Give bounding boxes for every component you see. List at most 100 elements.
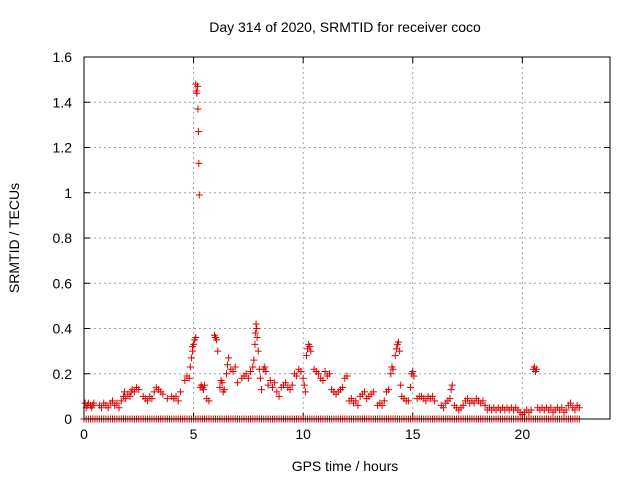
data-point [130,388,138,396]
data-point [378,401,386,409]
data-point [254,347,262,355]
data-point [126,392,134,400]
data-point [187,354,195,362]
data-point [354,401,362,409]
data-point [194,82,202,90]
data-point [181,377,189,385]
data-point [258,386,266,394]
data-point [407,383,415,391]
data-point [347,395,355,403]
data-point [410,372,418,380]
data-point [148,395,156,403]
data-point [321,367,329,375]
data-point [306,343,314,351]
data-point [339,383,347,391]
plot-frame [83,56,611,420]
y-axis-label: SRMTID / TECUs [6,183,22,293]
data-point [307,347,315,355]
data-point [447,386,455,394]
data-point [247,367,255,375]
data-point [275,392,283,400]
data-point [242,370,250,378]
data-point [195,159,203,167]
axis-ticks: 0 5 10 15 20 0 0.2 0.4 0.6 0.8 1 1.2 1.4 1.6 [53,49,610,442]
data-point [527,406,535,414]
data-point [159,390,167,398]
x-tick-label: 10 [295,426,311,442]
data-point [273,388,281,396]
y-tick-label: 0.2 [53,366,73,382]
data-point [185,374,193,382]
y-tick-label: 0.4 [53,321,73,337]
data-point [192,334,200,342]
x-tick-label: 15 [405,426,421,442]
data-point [391,352,399,360]
y-tick-label: 1.2 [53,140,73,156]
data-point [213,336,221,344]
data-point [562,406,570,414]
data-point [251,329,259,337]
data-point [428,392,436,400]
data-point [479,397,487,405]
data-point [135,386,143,394]
data-point [253,325,261,332]
data-point [301,388,309,396]
x-axis-label: GPS time / hours [292,458,399,474]
data-point [389,365,397,373]
data-point [244,374,252,382]
data-point [98,404,106,412]
data-point [299,374,307,382]
data-point [547,404,555,412]
x-tick-label: 20 [515,426,531,442]
data-point [261,363,269,371]
data-point [470,399,478,407]
data-point [431,397,439,405]
data-point [395,338,403,346]
data-point [194,128,202,136]
data-point [282,379,290,387]
data-point [286,386,294,394]
y-tick-label: 0.6 [53,275,73,291]
chart-title: Day 314 of 2020, SRMTID for receiver coc… [209,19,481,35]
data-point [297,367,305,375]
data-point [163,395,171,403]
data-point [229,367,237,375]
data-point [231,363,239,371]
data-point [117,397,125,405]
data-point [387,370,395,378]
y-tick-label: 1.4 [53,94,73,110]
data-point [571,406,579,414]
data-point [205,397,213,405]
data-point [186,363,194,371]
data-point [225,354,233,362]
data-point [264,381,272,389]
data-point [201,381,209,389]
x-tick-label: 0 [80,426,88,442]
data-point [220,386,228,394]
y-tick-label: 0.8 [53,230,73,246]
data-point [176,388,184,396]
data-point [288,381,296,389]
data-point [250,356,258,364]
data-point [122,395,130,403]
data-point [172,392,180,400]
data-point [214,347,222,355]
data-point [188,343,196,351]
data-point [262,367,270,375]
y-tick-label: 0 [64,411,72,427]
data-point [216,383,224,391]
data-point [481,401,489,409]
data-point [115,404,123,412]
data-point [256,374,264,382]
data-point [409,367,417,375]
data-point [193,89,201,97]
data-point [174,397,182,405]
data-point [224,361,232,369]
data-point [268,383,276,391]
data-point [385,386,393,394]
data-point [325,370,333,378]
data-point [113,399,121,407]
data-point [397,381,405,389]
y-tick-label: 1 [64,185,72,201]
